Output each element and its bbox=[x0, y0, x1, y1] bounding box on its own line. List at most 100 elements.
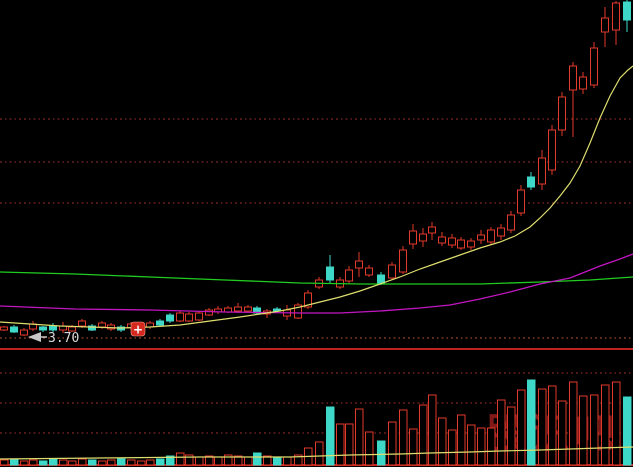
candle bbox=[20, 328, 28, 336]
volume-ma-line bbox=[0, 446, 633, 460]
candle bbox=[355, 252, 363, 277]
candle-body bbox=[345, 269, 353, 282]
volume-bar bbox=[194, 456, 204, 466]
candle-body bbox=[39, 326, 47, 331]
left-arrow-icon bbox=[28, 332, 41, 342]
volume-bar bbox=[293, 454, 303, 466]
candle-body bbox=[601, 17, 609, 33]
price-tag-label: 3.70 bbox=[48, 331, 79, 346]
price-tag[interactable]: 3.70 bbox=[28, 331, 79, 346]
volume-bar bbox=[136, 460, 146, 466]
candle-body bbox=[205, 309, 213, 316]
candle bbox=[107, 323, 115, 331]
volume-bar bbox=[28, 459, 38, 466]
volume-bar bbox=[537, 388, 547, 466]
candle-body bbox=[558, 96, 566, 131]
candle-body bbox=[507, 214, 515, 231]
volume-bar bbox=[213, 456, 223, 466]
candle bbox=[244, 305, 252, 312]
candle-body bbox=[244, 306, 252, 312]
candle bbox=[558, 92, 566, 136]
volume-bar bbox=[223, 454, 233, 466]
candle-body bbox=[88, 325, 96, 331]
candle bbox=[457, 237, 465, 250]
volume-bar bbox=[87, 459, 97, 466]
volume-bar bbox=[496, 399, 506, 466]
candle bbox=[234, 303, 242, 313]
candle bbox=[507, 211, 515, 233]
candle bbox=[527, 172, 535, 190]
candle bbox=[517, 185, 525, 216]
buy-marker-background bbox=[130, 321, 146, 337]
volume-bar bbox=[58, 459, 68, 466]
candle bbox=[377, 272, 385, 285]
candle bbox=[612, 1, 620, 45]
candle bbox=[388, 262, 396, 280]
candle bbox=[623, 0, 631, 32]
candle-body bbox=[590, 47, 598, 86]
candle bbox=[185, 312, 193, 322]
candle-body bbox=[166, 314, 174, 322]
candle bbox=[326, 255, 334, 284]
volume-bar bbox=[376, 440, 386, 466]
candle-body bbox=[377, 274, 385, 284]
volume-bar bbox=[578, 395, 588, 466]
candle-body bbox=[527, 176, 535, 188]
candle bbox=[345, 266, 353, 283]
volume-bar bbox=[145, 459, 155, 466]
candle-body bbox=[428, 226, 436, 234]
candle bbox=[538, 150, 546, 190]
volume-bar bbox=[272, 456, 282, 466]
plus-icon: + bbox=[133, 323, 143, 337]
candle bbox=[146, 321, 154, 329]
volume-bar bbox=[106, 459, 116, 466]
candle bbox=[176, 311, 184, 322]
buy-marker-badge[interactable]: + bbox=[130, 321, 146, 337]
candle-body bbox=[156, 320, 164, 326]
volume-bar bbox=[622, 396, 632, 466]
candle-body bbox=[49, 325, 57, 331]
candle bbox=[497, 224, 505, 240]
candle bbox=[0, 326, 8, 331]
volume-bar bbox=[252, 452, 262, 466]
candle bbox=[601, 7, 609, 47]
volume-bar bbox=[97, 460, 107, 466]
candle-body bbox=[365, 267, 373, 276]
volume-bar bbox=[408, 428, 418, 466]
candle-body bbox=[304, 292, 312, 308]
candle-body bbox=[579, 76, 587, 90]
volume-bar bbox=[184, 454, 194, 466]
volume-bar bbox=[387, 421, 397, 466]
volume-bar bbox=[48, 458, 58, 466]
candle bbox=[569, 62, 577, 137]
candle-body bbox=[517, 189, 525, 214]
volume-bar bbox=[466, 424, 476, 466]
volume-bar bbox=[204, 455, 214, 466]
candle bbox=[365, 265, 373, 277]
candle bbox=[419, 228, 427, 247]
volume-bar bbox=[557, 400, 567, 466]
candle-body bbox=[497, 227, 505, 237]
volume-bar bbox=[486, 427, 496, 466]
candle bbox=[487, 227, 495, 245]
candle-body bbox=[185, 313, 193, 322]
volume-bar bbox=[19, 460, 29, 466]
volume-bar bbox=[354, 408, 364, 466]
candle-body bbox=[355, 260, 363, 269]
candle bbox=[39, 326, 47, 332]
volume-bar bbox=[282, 456, 292, 466]
candle bbox=[304, 290, 312, 309]
candle-body bbox=[98, 322, 106, 328]
volume-bar bbox=[262, 455, 272, 466]
candle-body bbox=[20, 329, 28, 336]
candle-body bbox=[399, 249, 407, 273]
volume-bar bbox=[243, 456, 253, 466]
candle bbox=[214, 306, 222, 314]
candle bbox=[477, 230, 485, 244]
candle-body bbox=[457, 239, 465, 249]
candle-body bbox=[0, 326, 8, 331]
volume-bar bbox=[67, 460, 77, 466]
volume-bar bbox=[335, 423, 345, 466]
